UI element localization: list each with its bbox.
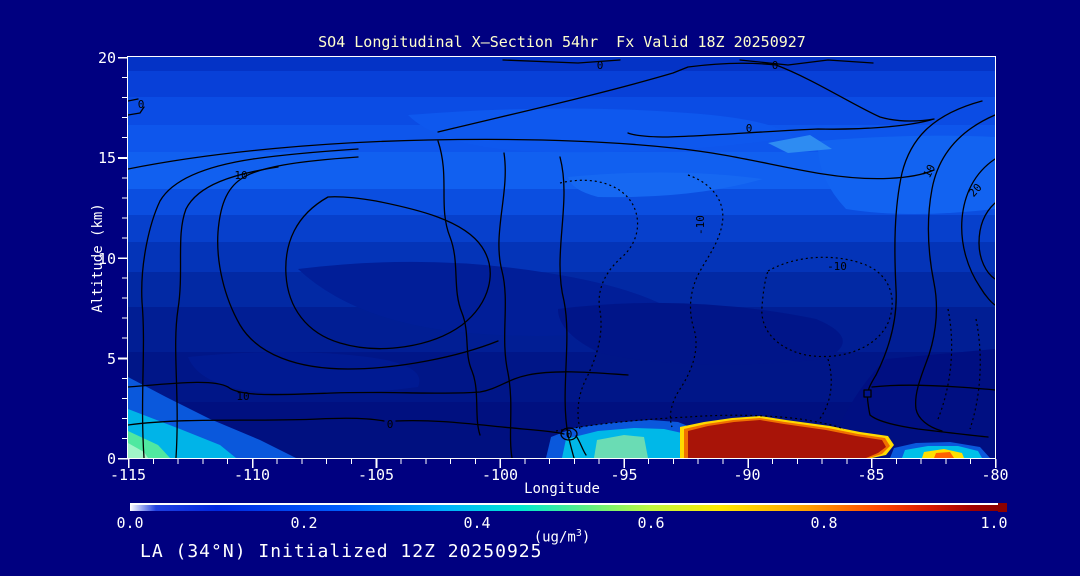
contour-label: 0 <box>746 122 753 135</box>
x-tick-label: -80 <box>981 466 1009 484</box>
x-tick-label: -105 <box>357 466 395 484</box>
contour-label: 10 <box>234 169 247 182</box>
contour-lines-dotted <box>555 174 981 432</box>
colorbar-units-prefix: (ug/m <box>533 529 576 546</box>
contour-plot-canvas: 0 0 0 0 10 -10 -10 10 20 10 0 0 <box>128 57 995 458</box>
x-tick-label: -90 <box>733 466 761 484</box>
contour-label: 0 <box>387 418 394 431</box>
contour-label: -10 <box>694 215 707 235</box>
contour-label: 0 <box>566 428 573 441</box>
surface-plume-max <box>680 416 894 458</box>
colorbar-tick-label: 0.6 <box>637 514 665 532</box>
y-axis-title: Altitude (km) <box>90 203 106 313</box>
contour-label: 0 <box>138 98 145 111</box>
y-axis-major-ticks <box>118 57 128 460</box>
contour-label: 10 <box>236 390 249 403</box>
x-tick-label: -115 <box>109 466 147 484</box>
colorbar-tick-label: 1.0 <box>980 514 1008 532</box>
contour-labels: 0 0 0 0 10 -10 -10 10 20 10 0 0 <box>138 59 985 441</box>
contour-label: 0 <box>772 59 779 72</box>
y-tick-label: 15 <box>97 149 116 167</box>
y-tick-label: 5 <box>106 350 116 368</box>
chart-title: SO4 Longitudinal X—Section 54hr Fx Valid… <box>318 33 806 51</box>
plot-area: 0 0 0 0 10 -10 -10 10 20 10 0 0 <box>127 56 996 459</box>
colorbar-units-suffix: ) <box>581 529 591 546</box>
contour-label: -10 <box>827 260 847 273</box>
colorbar-units-label: (ug/m3) <box>128 528 996 546</box>
surface-plume-cyan <box>546 420 688 458</box>
fill-bands <box>128 57 995 458</box>
contour-lines-solid <box>128 59 995 458</box>
colorbar-top-line <box>130 503 998 505</box>
y-tick-label: 0 <box>106 450 116 468</box>
x-axis-major-ticks <box>128 459 997 468</box>
colorbar-tick-label: 0.8 <box>810 514 838 532</box>
colorbar-gradient <box>130 505 998 511</box>
colorbar-tick-label: 0.2 <box>290 514 318 532</box>
x-tick-label: -110 <box>233 466 271 484</box>
colorbar-tick-label: 0.4 <box>463 514 491 532</box>
x-tick-label: -100 <box>481 466 519 484</box>
x-tick-label: -95 <box>610 466 638 484</box>
x-axis-title: Longitude <box>524 481 600 497</box>
y-tick-label: 10 <box>97 250 116 268</box>
contour-label: 0 <box>597 59 604 72</box>
surface-plume-west <box>128 377 296 458</box>
colorbar-overflow-tail <box>998 503 1007 512</box>
surface-plume-east <box>890 442 990 458</box>
x-tick-label: -85 <box>857 466 885 484</box>
y-tick-label: 20 <box>97 49 116 67</box>
colorbar-tick-label: 0.0 <box>116 514 144 532</box>
contour-label: 10 <box>921 162 939 180</box>
init-info-text: LA (34°N) Initialized 12Z 20250925 <box>140 541 543 562</box>
colorbar-units-exponent: 3 <box>575 528 582 539</box>
